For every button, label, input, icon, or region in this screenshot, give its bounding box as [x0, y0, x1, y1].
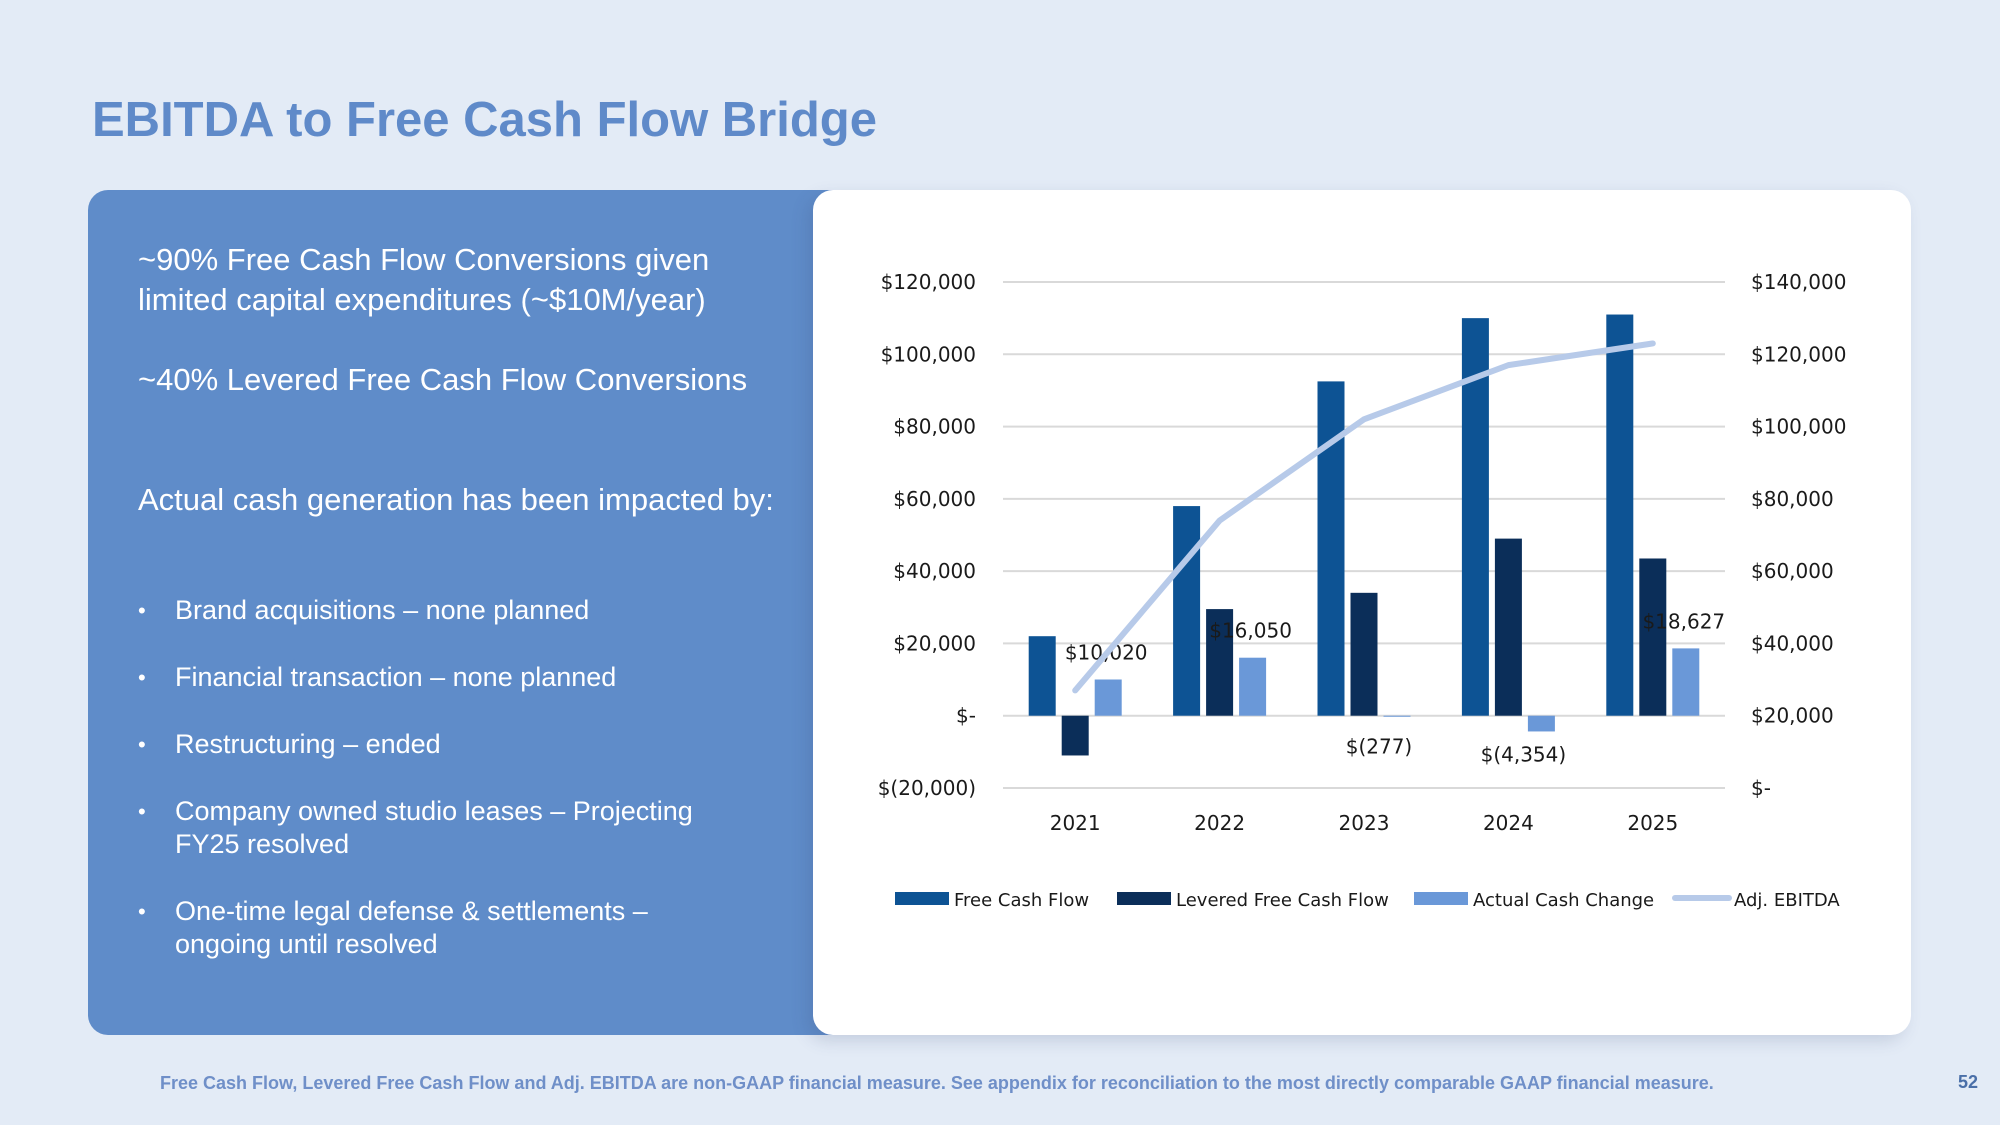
bar-free-cash-flow — [1461, 318, 1489, 716]
data-label: $18,627 — [1642, 609, 1725, 633]
bar-levered-free-cash-flow — [1350, 592, 1378, 716]
footnote: Free Cash Flow, Levered Free Cash Flow a… — [160, 1073, 1714, 1093]
y-right-tick-label: $20,000 — [1751, 704, 1834, 728]
page-title: EBITDA to Free Cash Flow Bridge — [92, 93, 877, 147]
bar-levered-free-cash-flow — [1061, 715, 1089, 756]
y-left-tick-label: $20,000 — [893, 631, 976, 655]
page-number: 52 — [1958, 1072, 1979, 1092]
bar-levered-free-cash-flow — [1206, 609, 1234, 716]
bar-free-cash-flow — [1606, 314, 1634, 716]
y-left-tick-label: $120,000 — [881, 270, 976, 294]
bullet-text: Financial transaction – none planned — [175, 662, 617, 692]
bullet-text: Brand acquisitions – none planned — [175, 595, 590, 625]
bar-levered-free-cash-flow — [1494, 538, 1522, 716]
legend-levered-free-cash-flow-swatch — [1117, 892, 1171, 905]
bullet-icon: • — [138, 598, 146, 623]
bullet-icon: • — [138, 899, 146, 924]
levered-fcf-conversion-text: ~40% Levered Free Cash Flow Conversions — [138, 362, 748, 397]
y-left-tick-label: $60,000 — [893, 487, 976, 511]
y-right-tick-label: $140,000 — [1751, 270, 1846, 294]
data-label: $(4,354) — [1481, 742, 1567, 766]
impact-intro-text: Actual cash generation has been impacted… — [138, 482, 774, 517]
bar-levered-free-cash-flow — [1639, 558, 1667, 716]
legend-free-cash-flow-label: Free Cash Flow — [954, 890, 1089, 911]
chart-card: $120,000 $140,000 $100,000 $120,000 $80,000 $… — [813, 190, 1911, 1035]
legend-levered-free-cash-flow-label: Levered Free Cash Flow — [1176, 890, 1389, 911]
x-tick-label: 2024 — [1483, 811, 1534, 835]
y-right-tick-label: $120,000 — [1751, 342, 1846, 366]
legend-free-cash-flow-swatch — [895, 892, 949, 905]
y-right-tick-label: $80,000 — [1751, 487, 1834, 511]
y-right-tick-label: $40,000 — [1751, 631, 1834, 655]
bar-actual-cash-change — [1527, 715, 1555, 732]
y-right-tick-label: $- — [1751, 776, 1771, 800]
bar-actual-cash-change — [1672, 648, 1700, 716]
bullet-text: Company owned studio leases – Projecting… — [175, 796, 693, 859]
y-left-tick-label: $40,000 — [893, 559, 976, 583]
bar-free-cash-flow — [1028, 636, 1056, 716]
fcf-conversion-text: ~90% Free Cash Flow Conversions given li… — [138, 242, 710, 317]
y-left-tick-label: $80,000 — [893, 415, 976, 439]
x-tick-label: 2023 — [1339, 811, 1390, 835]
legend-adj-ebitda-label: Adj. EBITDA — [1734, 890, 1840, 911]
summary-panel: ~90% Free Cash Flow Conversions given li… — [88, 190, 888, 1035]
legend-actual-cash-change-label: Actual Cash Change — [1473, 890, 1654, 911]
bullet-icon: • — [138, 665, 146, 690]
data-label: $16,050 — [1209, 619, 1292, 643]
x-tick-label: 2022 — [1194, 811, 1245, 835]
y-left-tick-label: $100,000 — [881, 342, 976, 366]
data-label: $(277) — [1346, 735, 1413, 759]
x-tick-label: 2021 — [1050, 811, 1101, 835]
x-tick-label: 2025 — [1627, 811, 1678, 835]
bullet-text: One-time legal defense & settlements – o… — [175, 896, 648, 959]
bar-actual-cash-change — [1383, 715, 1411, 717]
y-left-tick-label: $(20,000) — [878, 776, 976, 800]
y-left-tick-label: $- — [956, 704, 976, 728]
y-right-tick-label: $100,000 — [1751, 415, 1846, 439]
bar-free-cash-flow — [1317, 381, 1345, 716]
legend-actual-cash-change-swatch — [1414, 892, 1468, 905]
ebitda-fcf-chart: $120,000 $140,000 $100,000 $120,000 $80,000 $… — [878, 270, 1847, 911]
bullet-icon: • — [138, 732, 146, 757]
bar-actual-cash-change — [1094, 679, 1122, 716]
bar-actual-cash-change — [1239, 657, 1267, 716]
bullet-icon: • — [138, 799, 146, 824]
y-right-tick-label: $60,000 — [1751, 559, 1834, 583]
bullet-text: Restructuring – ended — [175, 729, 441, 759]
bar-free-cash-flow — [1173, 506, 1201, 716]
